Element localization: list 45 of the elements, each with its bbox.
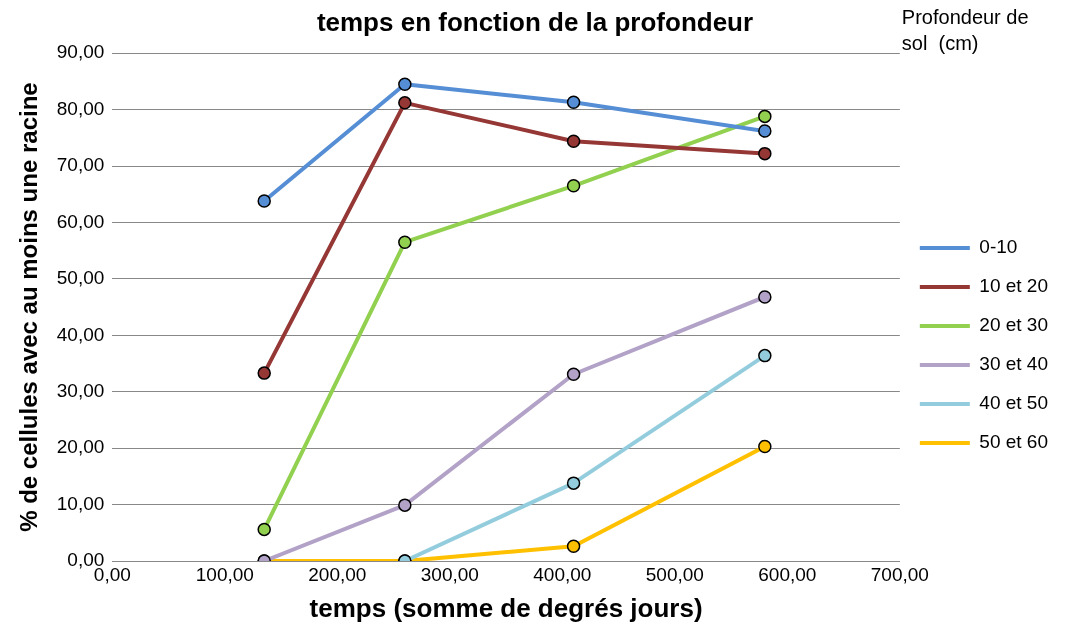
x-tick-label: 200,00 bbox=[308, 563, 367, 585]
legend-label: 50 et 60 bbox=[979, 431, 1048, 453]
y-tick-label: 90,00 bbox=[56, 41, 105, 63]
point bbox=[398, 77, 412, 91]
chart-title: temps en fonction de la profondeur bbox=[316, 6, 754, 37]
y-tick-label: 30,00 bbox=[56, 379, 105, 401]
x-tick-label: 600,00 bbox=[758, 563, 817, 585]
x-tick-label: 100,00 bbox=[195, 563, 254, 585]
legend-label: 20 et 30 bbox=[979, 314, 1048, 336]
y-tick-label: 50,00 bbox=[56, 267, 105, 289]
y-tick-label: 10,00 bbox=[56, 492, 105, 514]
point bbox=[398, 96, 412, 110]
point bbox=[398, 498, 412, 512]
legend-label: 30 et 40 bbox=[979, 353, 1048, 375]
point bbox=[758, 290, 772, 304]
point bbox=[257, 522, 271, 537]
point bbox=[758, 348, 772, 363]
y-tick-label: 70,00 bbox=[56, 154, 105, 176]
legend-label: 10 et 20 bbox=[979, 275, 1048, 297]
y-tick-label: 60,00 bbox=[56, 210, 105, 232]
legend-title: Profondeur de sol (cm) bbox=[901, 5, 1029, 54]
legend-label: 0-10 bbox=[979, 236, 1018, 258]
x-tick-label: 500,00 bbox=[645, 563, 704, 585]
point bbox=[566, 367, 581, 381]
x-tick-label: 700,00 bbox=[870, 563, 929, 585]
point bbox=[566, 134, 581, 148]
point bbox=[758, 109, 772, 124]
y-tick-label: 40,00 bbox=[56, 323, 105, 345]
point bbox=[758, 439, 772, 454]
x-tick-label: 300,00 bbox=[420, 563, 479, 585]
point bbox=[758, 124, 772, 138]
point bbox=[566, 539, 581, 554]
x-axis-title: temps (somme de degrés jours) bbox=[309, 592, 703, 623]
point bbox=[398, 235, 412, 249]
x-tick-label: 400,00 bbox=[533, 563, 592, 585]
y-tick-label: 20,00 bbox=[56, 436, 105, 458]
point bbox=[257, 366, 271, 380]
point bbox=[566, 95, 581, 110]
point bbox=[257, 194, 271, 208]
point bbox=[758, 146, 772, 161]
legend-label: 40 et 50 bbox=[979, 392, 1048, 414]
y-axis-title: % de cellules avec au moins une racine bbox=[15, 82, 43, 532]
point bbox=[566, 179, 581, 193]
y-tick-label: 80,00 bbox=[56, 97, 105, 119]
point bbox=[566, 476, 581, 490]
